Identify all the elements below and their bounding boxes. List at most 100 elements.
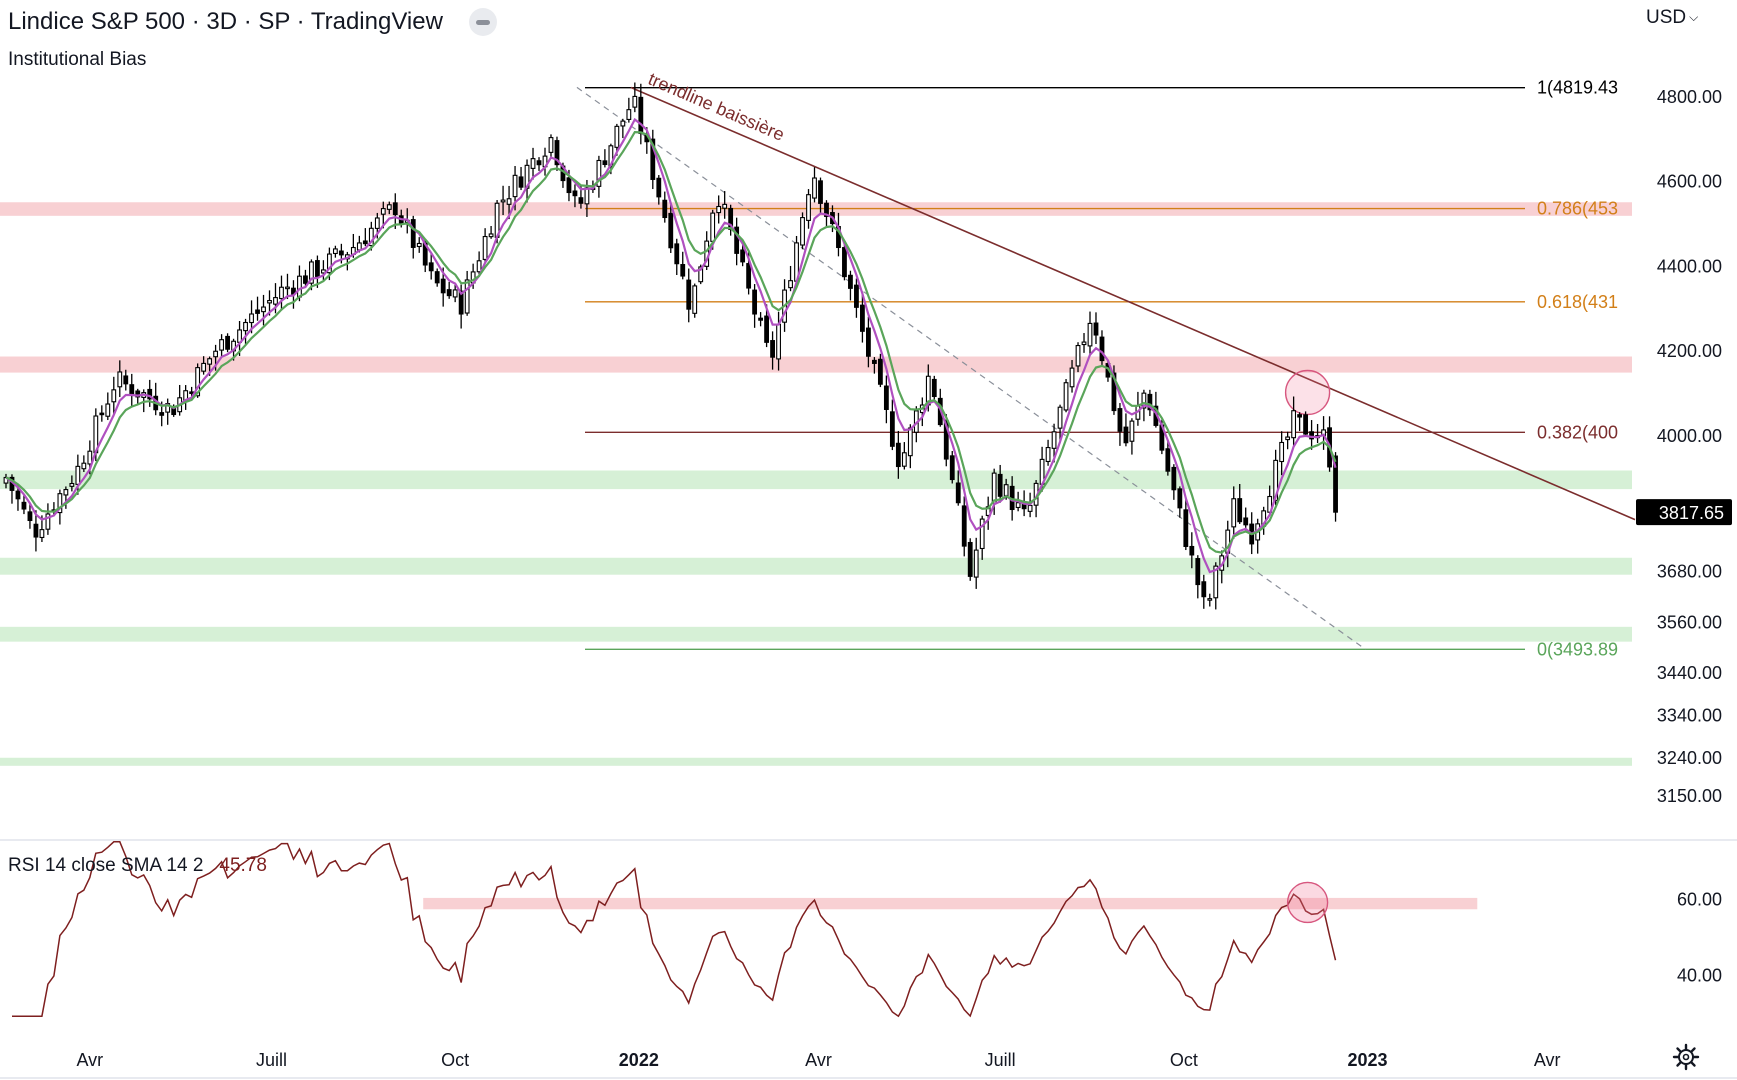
candle xyxy=(1279,431,1285,476)
candle xyxy=(123,369,129,391)
ema-slow-line xyxy=(5,130,1337,554)
candle xyxy=(1291,396,1297,448)
candle-body xyxy=(1333,455,1338,513)
candle-body xyxy=(1177,488,1183,509)
candle-body xyxy=(991,472,997,504)
candle-body xyxy=(883,385,889,410)
candle-body xyxy=(572,190,578,197)
candle xyxy=(1081,333,1087,353)
candle-body xyxy=(338,250,344,256)
rsi-legend[interactable]: RSI 14 close SMA 14 2 45.78 xyxy=(8,855,267,877)
candle-body xyxy=(889,411,895,447)
candle-body xyxy=(434,271,440,284)
candle-body xyxy=(506,198,512,205)
candle-body xyxy=(1003,484,1009,497)
candle xyxy=(99,405,105,422)
price-tick-label: 3150.00 xyxy=(1657,786,1722,806)
candle-body xyxy=(380,208,386,215)
support-zone xyxy=(0,626,1632,642)
candle xyxy=(1069,360,1075,393)
candle-body xyxy=(111,389,117,403)
candle-body xyxy=(159,412,165,416)
candle-body xyxy=(213,350,219,358)
candle-body xyxy=(548,137,554,153)
candle-body xyxy=(1207,598,1213,601)
candle-layer xyxy=(3,82,1338,610)
candle-body xyxy=(1285,436,1291,441)
time-tick-label: Oct xyxy=(1170,1050,1198,1070)
candle-body xyxy=(255,309,260,314)
candle xyxy=(1201,574,1207,609)
candle xyxy=(961,496,967,557)
ema-layer xyxy=(5,117,1337,574)
candle-body xyxy=(440,278,446,294)
candle-body xyxy=(315,260,320,277)
candle-body xyxy=(362,240,368,245)
candle xyxy=(255,296,260,321)
candle xyxy=(1165,440,1171,476)
candle-body xyxy=(1069,367,1075,388)
time-axis[interactable]: Avr Juill Oct 2022 Avr Juill Oct 2023 Avr xyxy=(76,1050,1560,1070)
candle xyxy=(1243,507,1249,528)
gear-icon[interactable] xyxy=(1672,1043,1700,1071)
candle xyxy=(536,157,542,171)
candle xyxy=(740,244,746,267)
candle xyxy=(410,215,416,259)
candle-body xyxy=(746,263,752,289)
candle-body xyxy=(895,442,901,468)
currency-selector[interactable]: USD ⌵ xyxy=(1646,7,1698,29)
candle xyxy=(524,159,530,203)
candle xyxy=(650,129,656,190)
collapse-icon[interactable] xyxy=(468,8,497,36)
price-tick-label: 3240.00 xyxy=(1657,748,1722,768)
price-axis[interactable]: 4800.00 4600.00 4400.00 4200.00 4000.00 3680.… xyxy=(1636,87,1732,806)
candle-body xyxy=(518,176,524,188)
candle xyxy=(368,221,374,251)
candle-body xyxy=(973,549,979,578)
candle-body xyxy=(297,275,302,298)
candle-body xyxy=(1201,581,1207,598)
candle xyxy=(572,184,578,208)
last-price-tag xyxy=(1636,499,1732,526)
candle xyxy=(895,430,901,479)
candle xyxy=(883,375,889,424)
candle xyxy=(117,360,123,398)
candle-body xyxy=(854,284,859,308)
candle xyxy=(865,316,871,368)
chevron-down-icon: ⌵ xyxy=(1689,10,1699,24)
candle-body xyxy=(1165,448,1171,472)
candle xyxy=(434,268,440,287)
candle-body xyxy=(87,450,93,465)
candle-body xyxy=(249,313,254,324)
candle-body xyxy=(961,505,967,547)
candle-body xyxy=(1087,322,1093,347)
candle xyxy=(332,245,338,258)
candle xyxy=(285,273,290,300)
candle xyxy=(1309,420,1315,450)
candle-body xyxy=(225,335,230,350)
candle-body xyxy=(326,253,332,274)
candle xyxy=(1093,312,1099,345)
candle-body xyxy=(165,403,171,413)
candle-body xyxy=(105,403,111,417)
candle xyxy=(27,502,33,529)
candle xyxy=(1183,498,1189,551)
candle-body xyxy=(848,274,853,289)
candle-body xyxy=(27,511,33,522)
candle-body xyxy=(997,473,1003,497)
candle-body xyxy=(967,541,973,577)
candle xyxy=(165,398,171,425)
candle-body xyxy=(860,304,865,332)
candle xyxy=(842,244,847,281)
candle xyxy=(1237,483,1243,524)
candle xyxy=(45,503,51,535)
candle xyxy=(967,538,973,581)
candle-body xyxy=(1051,431,1057,449)
candle xyxy=(770,331,775,370)
candle xyxy=(1321,416,1326,450)
fib-level-label: 0.382(400 xyxy=(1537,422,1618,442)
indicator-label[interactable]: Institutional Bias xyxy=(8,49,147,70)
rsi-line xyxy=(12,841,1337,1018)
candle xyxy=(362,228,368,247)
